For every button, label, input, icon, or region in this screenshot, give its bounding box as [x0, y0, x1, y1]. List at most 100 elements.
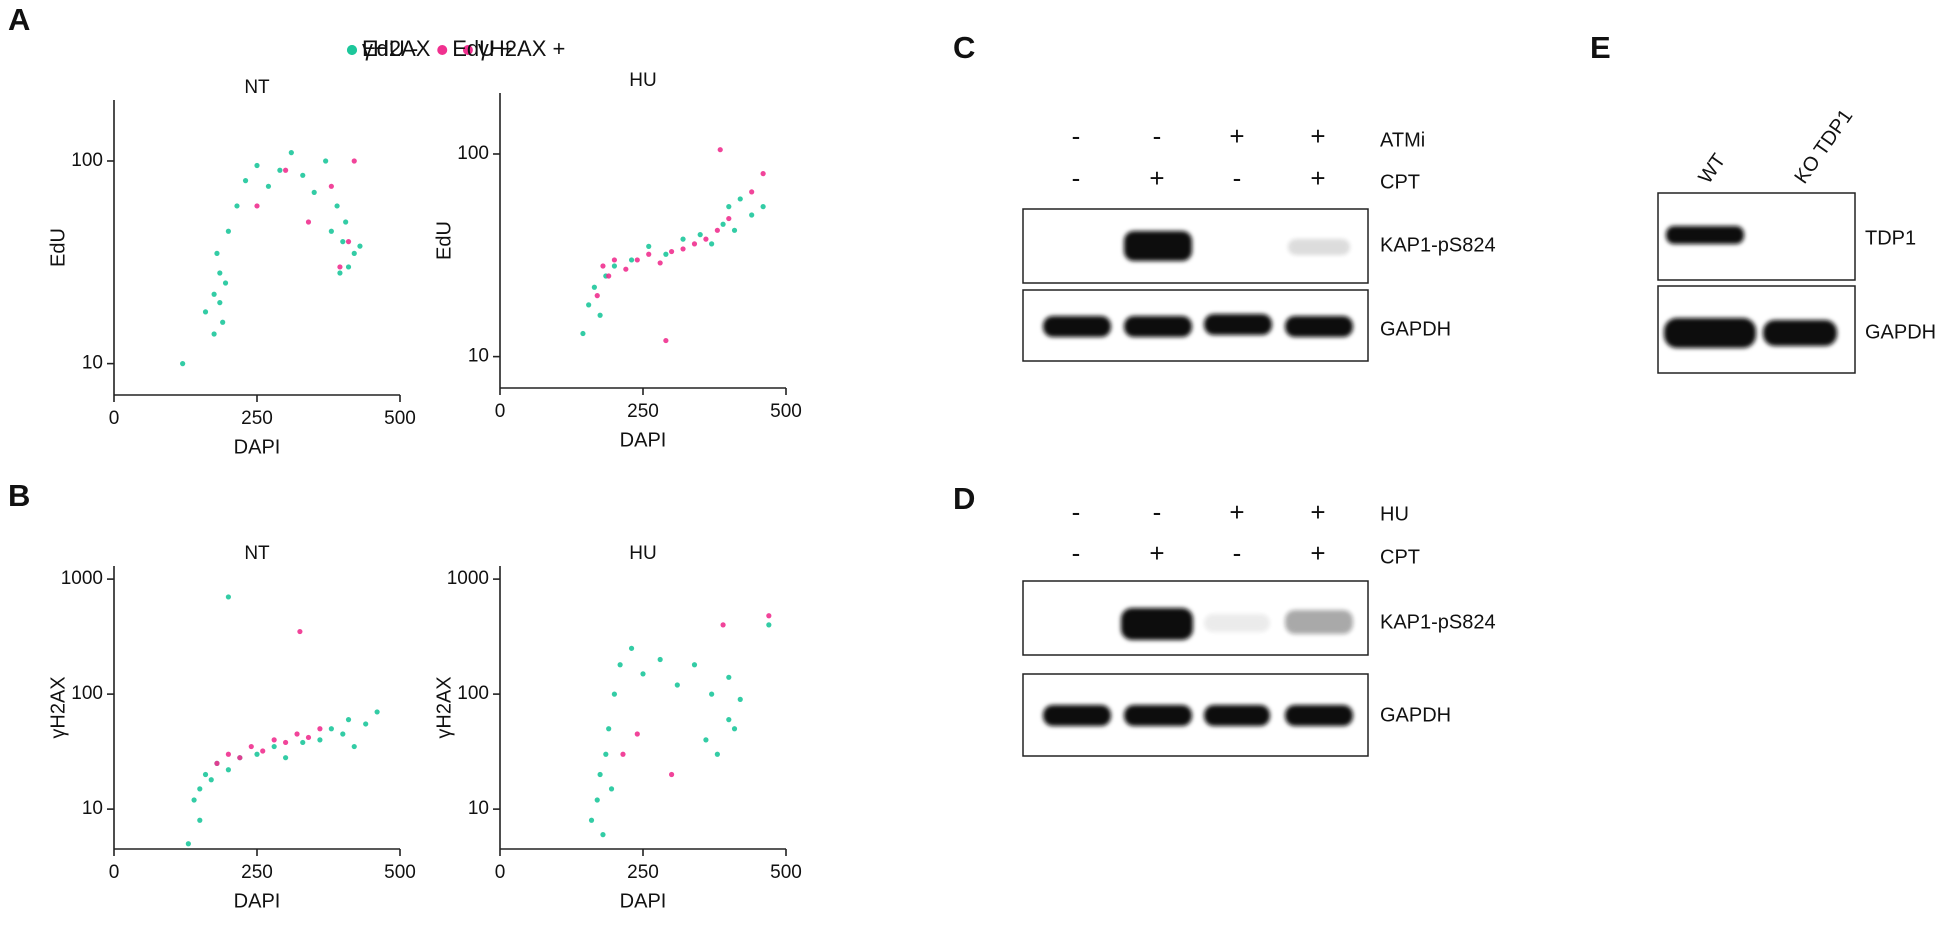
point — [265, 183, 272, 189]
point — [305, 219, 312, 225]
point — [202, 771, 209, 778]
treatment-label: HU — [1380, 503, 1409, 525]
point — [191, 797, 197, 803]
point — [180, 361, 186, 367]
band — [1664, 318, 1756, 348]
panel-label: D — [953, 481, 975, 516]
point — [234, 203, 240, 209]
point — [714, 751, 720, 757]
point — [271, 737, 277, 743]
x-tick-label: 0 — [495, 862, 506, 883]
sign: + — [1310, 121, 1325, 151]
y-tick-label: 1000 — [61, 568, 103, 589]
point — [328, 228, 334, 234]
point — [600, 263, 606, 269]
point — [225, 767, 231, 773]
point — [663, 251, 669, 257]
point — [328, 183, 334, 189]
point — [337, 270, 343, 276]
sign: - — [1153, 497, 1162, 527]
point — [214, 760, 220, 766]
legend-label: γH2AX - — [362, 36, 444, 61]
point — [731, 227, 738, 233]
band — [1288, 239, 1350, 255]
point — [611, 263, 618, 269]
point — [703, 236, 709, 242]
point — [628, 257, 635, 263]
point — [197, 817, 203, 823]
point — [351, 743, 357, 750]
band-label: KAP1-pS824 — [1380, 611, 1496, 633]
x-tick-label: 0 — [495, 401, 506, 422]
point — [737, 696, 743, 702]
point — [726, 204, 732, 210]
point — [766, 613, 772, 619]
point — [345, 239, 352, 245]
point — [606, 726, 612, 732]
band — [1285, 705, 1353, 726]
point — [749, 212, 755, 218]
point — [691, 662, 698, 668]
band — [1121, 608, 1193, 640]
y-tick-label: 10 — [82, 798, 103, 819]
y-axis-label: EdU — [433, 221, 455, 260]
point — [220, 319, 226, 325]
panel-label: A — [8, 2, 30, 37]
point — [737, 196, 743, 202]
point — [709, 691, 715, 697]
x-tick-label: 250 — [241, 408, 273, 429]
point — [594, 797, 600, 803]
point — [217, 300, 223, 306]
x-tick-label: 500 — [770, 862, 802, 883]
point — [669, 248, 675, 255]
point — [363, 721, 369, 727]
point — [242, 178, 249, 184]
point — [586, 302, 592, 308]
sign: - — [1072, 163, 1081, 193]
y-axis-label: γH2AX — [433, 676, 455, 738]
point — [222, 280, 229, 286]
point — [357, 243, 363, 249]
y-tick-label: 10 — [468, 798, 489, 819]
chart-title: NT — [244, 543, 270, 564]
point — [317, 737, 323, 743]
point — [288, 150, 294, 156]
point — [714, 227, 720, 233]
band — [1124, 316, 1192, 337]
point — [766, 622, 772, 628]
point — [709, 241, 715, 247]
band — [1043, 705, 1111, 726]
point — [185, 841, 191, 847]
sign: - — [1153, 121, 1162, 151]
y-tick-label: 100 — [71, 150, 103, 171]
point — [317, 726, 323, 732]
point — [217, 270, 223, 276]
point — [225, 751, 231, 757]
point — [254, 751, 260, 757]
point — [646, 251, 652, 257]
point — [300, 172, 306, 178]
point — [611, 257, 618, 263]
panel-label: C — [953, 30, 975, 65]
point — [646, 243, 652, 249]
band — [1204, 614, 1270, 632]
point — [345, 264, 352, 270]
x-tick-label: 500 — [770, 401, 802, 422]
sign: + — [1229, 497, 1244, 527]
point — [343, 219, 349, 225]
point — [297, 628, 303, 635]
point — [600, 832, 606, 838]
legend-marker — [347, 45, 357, 55]
band — [1043, 316, 1111, 337]
point — [202, 309, 209, 315]
x-tick-label: 250 — [627, 401, 659, 422]
point — [214, 250, 220, 256]
point — [208, 777, 214, 783]
panel-label: B — [8, 478, 30, 513]
point — [608, 786, 615, 792]
sign: + — [1310, 497, 1325, 527]
point — [283, 739, 289, 746]
point — [669, 771, 675, 778]
sign: + — [1310, 538, 1325, 568]
y-tick-label: 100 — [457, 683, 489, 704]
